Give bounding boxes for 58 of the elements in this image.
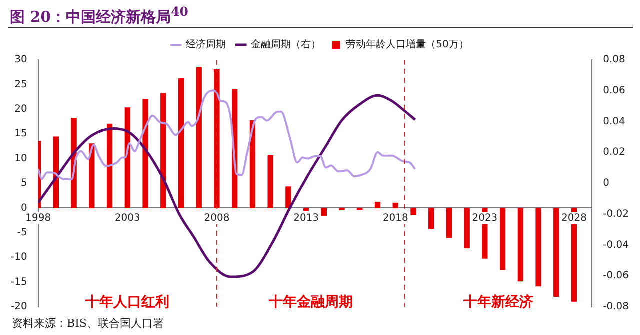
x-tick-label: 1998: [26, 212, 52, 224]
bar: [446, 208, 452, 238]
bar: [106, 124, 113, 209]
bar: [374, 202, 381, 209]
y2-tick-label: -0.06: [603, 270, 629, 282]
x-tick-label: 2003: [114, 212, 140, 224]
bar: [303, 208, 310, 211]
x-tick-label: 2023: [472, 212, 498, 224]
bar: [160, 93, 166, 209]
y-tick-label: 10: [14, 153, 28, 164]
y-tick-label: -5: [17, 227, 28, 238]
y-tick-label: -20: [10, 302, 28, 313]
y-tick-label: 5: [20, 178, 28, 190]
line-series: [38, 90, 416, 181]
bar: [500, 208, 506, 270]
y-tick-label: -10: [10, 252, 28, 264]
bar: [536, 208, 542, 287]
y-tick-label: 20: [14, 104, 28, 115]
bar: [89, 144, 95, 209]
bar: [142, 99, 148, 209]
y-tick-label: 0: [20, 202, 28, 214]
bar: [286, 186, 292, 209]
y2-tick-label: -0.04: [603, 240, 629, 251]
bar: [554, 208, 560, 297]
bar: [196, 67, 202, 209]
y-tick-label: 15: [14, 128, 28, 140]
bar: [268, 156, 274, 209]
y2-tick-label: 0: [603, 178, 610, 190]
y2-tick-label: -0.08: [603, 302, 629, 313]
y2-tick-label: -0.02: [603, 208, 629, 220]
legend-label: 金融周期（右）: [251, 38, 322, 51]
annotation: 十年金融周期: [268, 294, 353, 311]
bar: [518, 208, 524, 282]
y-tick-label: 25: [14, 79, 28, 90]
bar: [357, 208, 363, 210]
x-tick-label: 2028: [562, 212, 587, 224]
y2-tick-label: 0.02: [603, 147, 626, 158]
x-tick-label: 2008: [204, 212, 230, 224]
x-tick-label: 2018: [382, 212, 408, 224]
bar: [410, 208, 416, 216]
y-tick-label: 30: [14, 54, 28, 66]
annotation: 十年新经济: [462, 294, 534, 311]
y-tick-label: -15: [10, 276, 28, 288]
chart-title: 图 20：中国经济新格局$^{40}$: [10, 4, 189, 27]
legend-label: 经济周期: [186, 38, 226, 51]
y2-tick-label: 0.04: [603, 116, 626, 128]
bar: [464, 208, 470, 249]
x-tick-label: 2013: [294, 212, 320, 224]
bar: [321, 208, 327, 216]
bar: [392, 202, 398, 209]
bar: [178, 78, 184, 209]
annotation: 十年人口红利: [84, 294, 170, 311]
bar: [428, 208, 434, 230]
y2-tick-label: 0.06: [603, 85, 626, 96]
legend-label: 劳动年龄人口增量（50万）: [346, 38, 469, 51]
y2-tick-label: 0.08: [603, 54, 626, 66]
text: 资料来源：BIS、联合国人口署: [12, 316, 164, 331]
bar: [339, 208, 345, 211]
